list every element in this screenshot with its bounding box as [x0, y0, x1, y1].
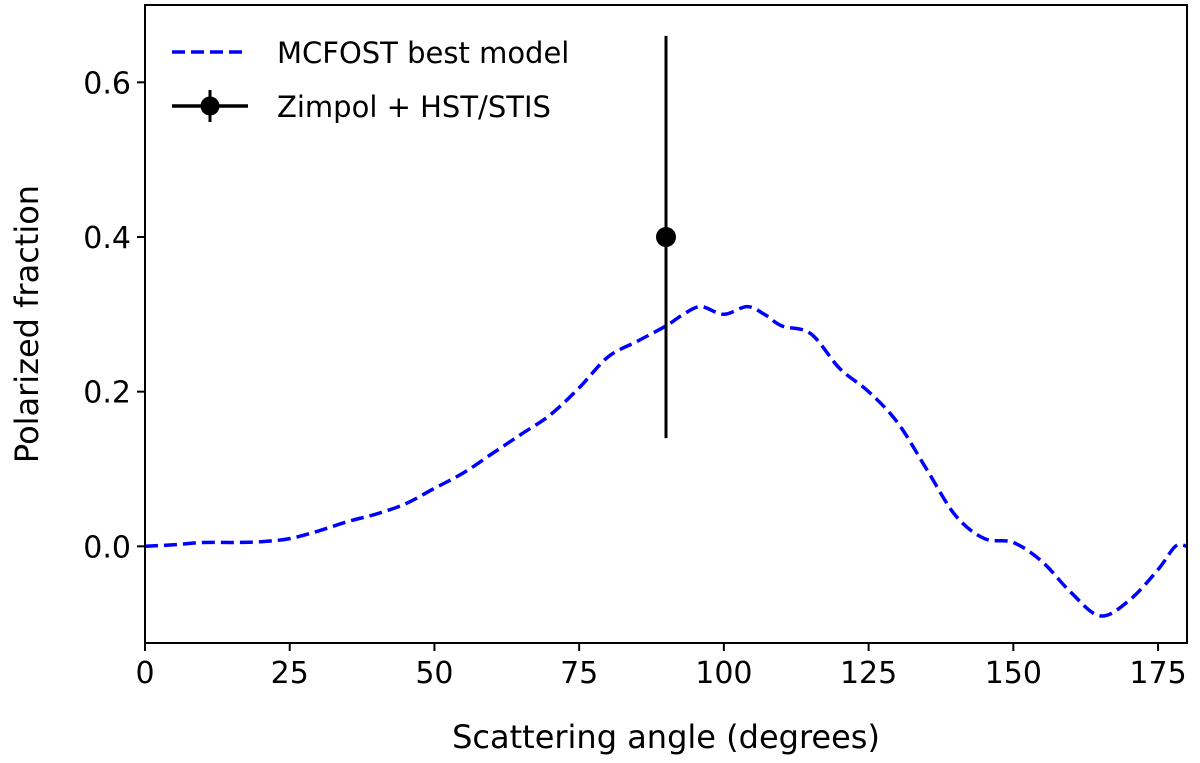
legend-swatch-data-marker	[200, 96, 220, 116]
x-tick-label: 0	[135, 656, 154, 691]
x-tick-label: 25	[271, 656, 309, 691]
x-tick-label: 150	[985, 656, 1042, 691]
x-tick-label: 175	[1129, 656, 1186, 691]
x-axis-label: Scattering angle (degrees)	[452, 718, 880, 756]
x-tick-label: 50	[415, 656, 453, 691]
series-line-mcfost-model	[144, 304, 1188, 618]
x-tick-label: 100	[695, 656, 752, 691]
legend: MCFOST best model Zimpol + HST/STIS	[172, 36, 569, 124]
plot-frame	[144, 4, 1188, 644]
y-tick-label: 0.0	[83, 530, 131, 565]
data-point-marker	[656, 227, 676, 247]
x-tick-label: 75	[560, 656, 598, 691]
y-axis-label: Polarized fraction	[8, 185, 46, 463]
y-tick-label: 0.6	[83, 66, 131, 101]
series-layer	[144, 35, 1188, 618]
x-tick-label: 125	[840, 656, 897, 691]
legend-label-model: MCFOST best model	[277, 36, 569, 70]
legend-label-data: Zimpol + HST/STIS	[277, 90, 551, 124]
y-tick-label: 0.2	[83, 376, 131, 411]
y-tick-label: 0.4	[83, 221, 131, 256]
ticks-layer: 0 25 50 75 100 125 150 175 0.0 0.2 0.4 0.6	[83, 66, 1186, 691]
